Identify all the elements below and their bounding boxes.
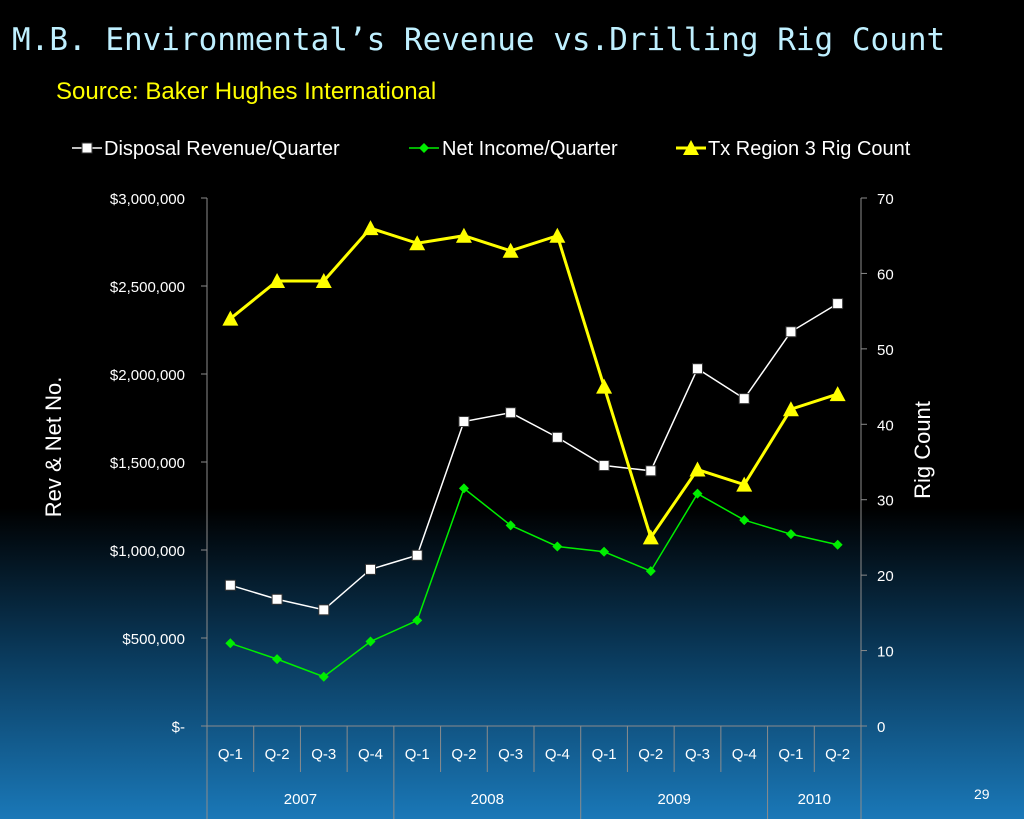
data-point: [598, 460, 610, 472]
data-point: [365, 563, 376, 575]
x-tick-label: Q-2: [825, 746, 850, 763]
y2-tick-label: 50: [877, 342, 894, 359]
y2-tick-label: 70: [877, 191, 894, 208]
x-tick-label: Q-3: [685, 746, 710, 763]
page-number: 29: [974, 786, 990, 802]
year-group-label: 2008: [471, 791, 504, 808]
y-axis-title: Rev & Net No.: [41, 377, 66, 518]
data-point: [832, 298, 844, 310]
year-group-label: 2007: [284, 791, 317, 808]
data-point: [458, 416, 470, 428]
series-line: [230, 302, 839, 611]
x-tick-label: Q-3: [311, 746, 336, 763]
data-point: [222, 310, 239, 326]
data-point: [692, 363, 703, 375]
data-point: [829, 386, 846, 402]
data-point: [409, 235, 426, 251]
y2-tick-label: 10: [877, 644, 894, 661]
data-point: [832, 539, 843, 550]
x-tick-label: Q-2: [451, 746, 476, 763]
data-point: [272, 654, 283, 665]
data-point: [455, 227, 472, 243]
data-point: [552, 541, 563, 552]
data-point: [785, 529, 796, 540]
axes: $- $500,000 $1,000,000 $1,500,000 $2,000,000…: [41, 191, 935, 819]
data-point: [505, 520, 516, 531]
data-point: [502, 242, 519, 258]
x-tick-label: Q-2: [638, 746, 663, 763]
legend-item: Disposal Revenue/Quarter: [72, 138, 340, 160]
data-point: [225, 638, 236, 649]
x-tick-label: Q-1: [592, 746, 617, 763]
legend-item: Tx Region 3 Rig Count: [676, 138, 911, 160]
y2-tick-label: 20: [877, 568, 894, 585]
data-point: [318, 671, 329, 682]
x-tick-label: Q-4: [732, 746, 757, 763]
y-tick-label: $-: [172, 719, 185, 736]
data-point: [596, 378, 613, 394]
data-point: [645, 566, 656, 577]
year-group-label: 2009: [657, 791, 690, 808]
y2-tick-label: 0: [877, 719, 885, 736]
y2-axis-title: Rig Count: [910, 401, 935, 499]
series-2: [225, 483, 843, 682]
y-tick-label: $2,000,000: [110, 367, 185, 384]
legend-marker: [683, 140, 699, 155]
series-line: [230, 487, 838, 678]
data-point: [269, 272, 286, 288]
y-tick-label: $3,000,000: [110, 191, 185, 208]
data-point: [599, 546, 610, 557]
data-point: [642, 529, 659, 545]
data-point: [782, 401, 799, 417]
x-tick-label: Q-2: [265, 746, 290, 763]
legend-label: Net Income/Quarter: [442, 138, 618, 160]
data-point: [318, 604, 330, 616]
data-point: [412, 615, 423, 626]
data-point: [271, 593, 283, 605]
legend-item: Net Income/Quarter: [409, 138, 618, 160]
x-tick-label: Q-4: [545, 746, 570, 763]
series-1: [224, 298, 844, 616]
data-point: [365, 636, 376, 647]
y2-tick-label: 40: [877, 417, 894, 434]
year-group-label: 2010: [798, 791, 831, 808]
x-tick-label: Q-1: [778, 746, 803, 763]
legend: Disposal Revenue/Quarter Net Income/Quart…: [72, 138, 911, 160]
series-layer: [222, 220, 846, 682]
x-tick-label: Q-3: [498, 746, 523, 763]
data-point: [689, 461, 706, 477]
source-label: Source: Baker Hughes International: [56, 78, 437, 105]
data-point: [458, 483, 469, 494]
y2-tick-label: 30: [877, 493, 894, 510]
x-tick-label: Q-4: [358, 746, 383, 763]
slide-title: M.B. Environmental’s Revenue vs.Drilling…: [12, 22, 946, 58]
y-tick-label: $2,500,000: [110, 279, 185, 296]
data-point: [315, 272, 332, 288]
y-tick-label: $500,000: [122, 631, 185, 648]
data-point: [551, 431, 563, 443]
y2-tick-label: 60: [877, 266, 894, 283]
y-tick-label: $1,000,000: [110, 543, 185, 560]
x-tick-label: Q-1: [405, 746, 430, 763]
data-point: [362, 220, 379, 236]
legend-label: Disposal Revenue/Quarter: [104, 138, 340, 160]
data-point: [736, 476, 753, 492]
data-point: [549, 227, 566, 243]
data-point: [224, 579, 236, 591]
series-line: [229, 226, 839, 541]
data-point: [645, 465, 657, 477]
series-3: [222, 220, 846, 545]
data-point: [739, 515, 750, 526]
y-tick-label: $1,500,000: [110, 455, 185, 472]
data-point: [411, 549, 423, 561]
legend-marker: [419, 143, 429, 153]
data-point: [692, 488, 703, 499]
data-point: [785, 326, 797, 338]
x-tick-label: Q-1: [218, 746, 243, 763]
legend-label: Tx Region 3 Rig Count: [708, 138, 911, 160]
data-point: [738, 393, 750, 405]
legend-marker: [81, 142, 93, 154]
data-point: [505, 407, 517, 419]
